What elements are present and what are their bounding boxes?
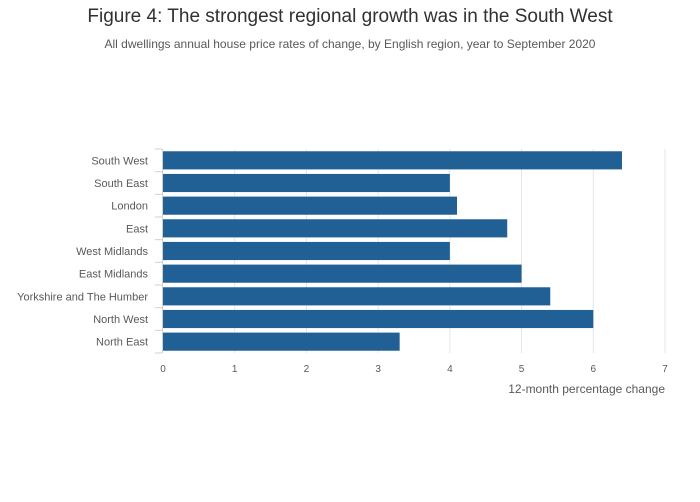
x-tick-label: 5	[519, 364, 525, 375]
x-tick-label: 4	[447, 364, 453, 375]
bar	[163, 151, 622, 170]
x-tick-label: 1	[232, 364, 238, 375]
bar	[163, 173, 450, 193]
y-category-label: North East	[96, 337, 148, 349]
y-category-label: South West	[91, 155, 148, 167]
category-axis: South West South East London East West Midla…	[17, 148, 163, 354]
bar	[163, 332, 400, 351]
y-category-label: Yorkshire and The Humber	[17, 291, 148, 303]
y-category-label: East	[126, 223, 148, 235]
bar	[163, 309, 594, 329]
bar	[163, 241, 450, 261]
y-category-label: East Midlands	[79, 269, 149, 281]
chart-title: Figure 4: The strongest regional growth …	[87, 6, 613, 27]
y-category-label: West Midlands	[76, 246, 148, 258]
bars	[163, 151, 622, 351]
bar	[163, 264, 522, 283]
bar	[163, 219, 508, 238]
bar	[163, 287, 551, 306]
y-category-label: South East	[94, 178, 148, 190]
x-tick-label: 6	[591, 364, 597, 375]
chart-subtitle: All dwellings annual house price rates o…	[104, 37, 596, 51]
x-axis-title: 12-month percentage change	[508, 382, 665, 396]
x-tick-label: 7	[662, 364, 668, 375]
y-category-label: London	[111, 201, 148, 213]
x-tick-label: 0	[160, 364, 166, 375]
bar	[163, 196, 458, 215]
x-tick-label: 3	[375, 364, 381, 375]
y-category-label: North West	[93, 314, 148, 326]
value-axis: 0 1 2 3 4 5 6 7	[160, 364, 668, 375]
x-tick-label: 2	[304, 364, 310, 375]
